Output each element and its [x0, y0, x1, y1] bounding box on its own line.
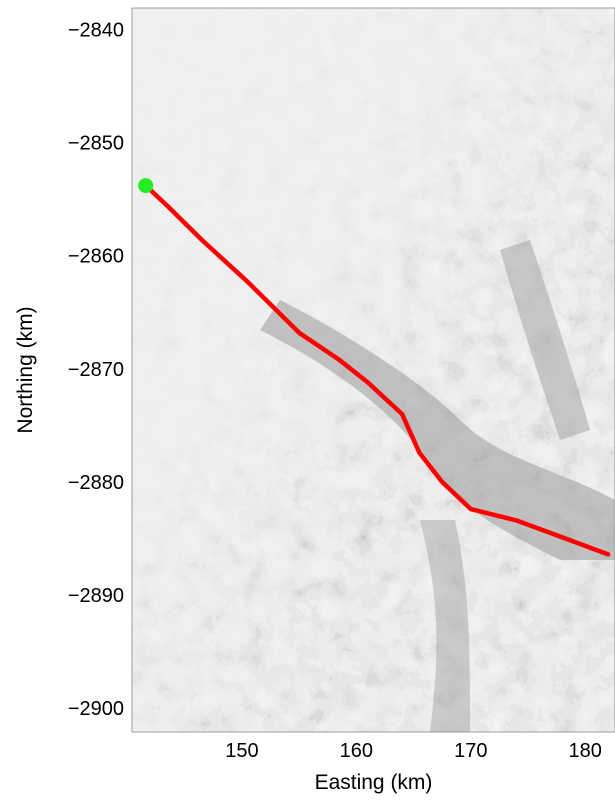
circle-marker-icon: [138, 178, 154, 194]
x-tick-label: 180: [569, 740, 602, 762]
y-tick-label: −2890: [68, 585, 124, 607]
y-tick-label: −2860: [68, 246, 124, 268]
x-axis-label: Easting (km): [315, 771, 433, 794]
y-tick-label: −2900: [68, 698, 124, 720]
x-tick-label: 170: [454, 740, 487, 762]
plot-area: [132, 8, 615, 732]
glacier-branch: [500, 240, 590, 440]
y-axis-label: Northing (km): [14, 306, 37, 433]
x-tick-label: 150: [225, 740, 258, 762]
route-line: [143, 183, 611, 557]
glacier-branch: [420, 520, 470, 732]
x-tick-label: 160: [340, 740, 373, 762]
x-axis: 150 160 170 180: [225, 740, 602, 762]
y-tick-label: −2850: [68, 133, 124, 155]
y-tick-label: −2840: [68, 20, 124, 42]
y-tick-label: −2880: [68, 472, 124, 494]
y-axis: −2840 −2850 −2860 −2870 −2880 −2890 −2900: [68, 20, 124, 721]
y-tick-label: −2870: [68, 359, 124, 381]
plot-frame: [131, 7, 615, 733]
